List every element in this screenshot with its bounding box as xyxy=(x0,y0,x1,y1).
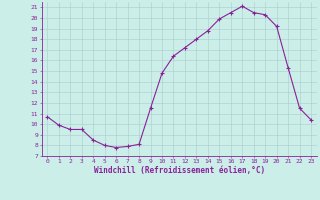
X-axis label: Windchill (Refroidissement éolien,°C): Windchill (Refroidissement éolien,°C) xyxy=(94,166,265,175)
